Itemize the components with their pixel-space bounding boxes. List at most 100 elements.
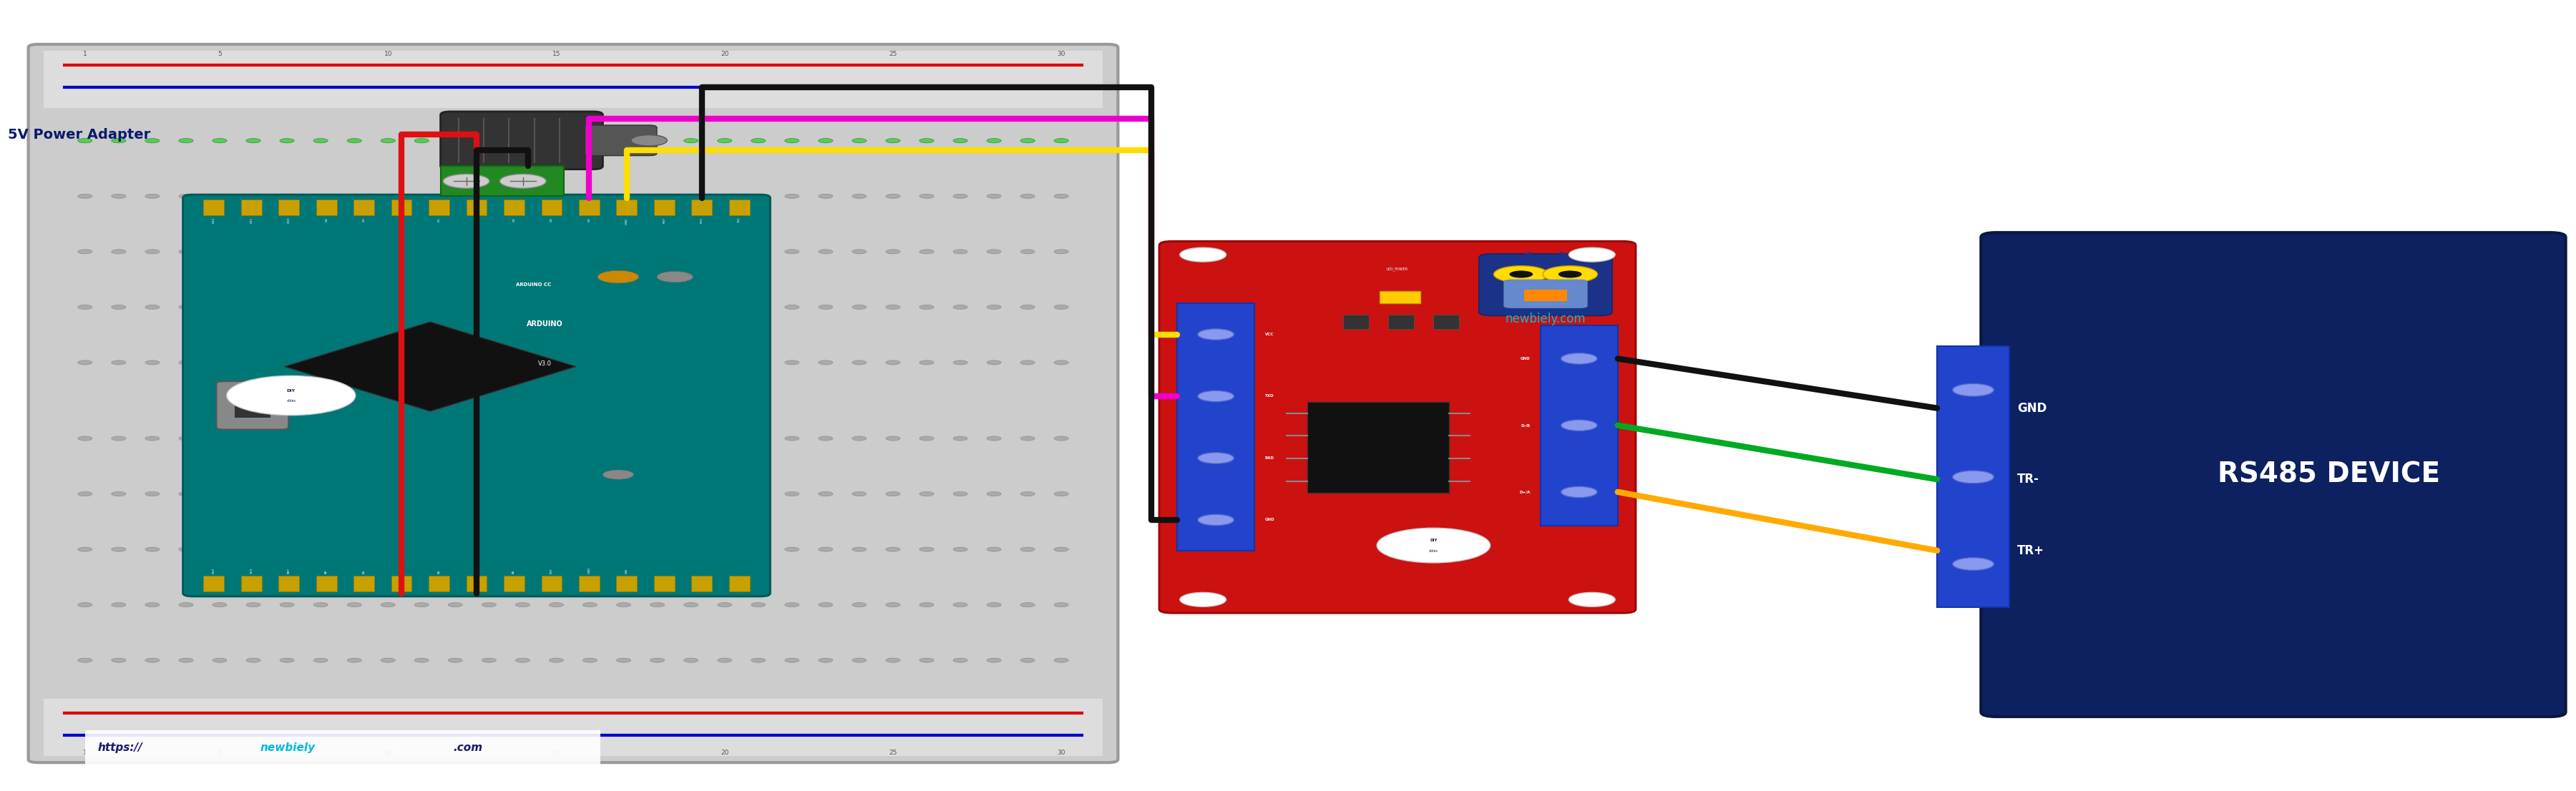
Circle shape: [281, 547, 294, 551]
Circle shape: [314, 138, 327, 143]
Text: D9: D9: [325, 218, 327, 221]
Circle shape: [649, 547, 665, 551]
Circle shape: [144, 305, 160, 309]
Circle shape: [719, 138, 732, 143]
Circle shape: [77, 492, 93, 496]
Circle shape: [549, 436, 564, 441]
Circle shape: [987, 492, 1002, 496]
Circle shape: [448, 138, 464, 143]
Circle shape: [314, 436, 327, 441]
Circle shape: [1020, 658, 1036, 663]
Text: TXD: TXD: [1265, 395, 1273, 398]
Circle shape: [247, 492, 260, 496]
Text: RST: RST: [662, 218, 665, 223]
Circle shape: [144, 492, 160, 496]
Bar: [1540, 325, 1618, 525]
Text: 20: 20: [721, 750, 729, 756]
Bar: [353, 576, 374, 592]
Circle shape: [144, 436, 160, 441]
Text: newbiely: newbiely: [260, 742, 314, 753]
Bar: [654, 576, 675, 592]
Circle shape: [598, 271, 639, 283]
Circle shape: [549, 305, 564, 309]
Circle shape: [920, 194, 935, 199]
FancyBboxPatch shape: [1159, 241, 1636, 613]
Circle shape: [582, 138, 598, 143]
Text: A3: A3: [438, 570, 440, 573]
Circle shape: [603, 470, 634, 479]
Circle shape: [649, 492, 665, 496]
Bar: [428, 576, 448, 592]
Circle shape: [1020, 547, 1036, 551]
Circle shape: [348, 305, 361, 309]
Circle shape: [886, 305, 899, 309]
Circle shape: [886, 138, 899, 143]
Circle shape: [415, 138, 428, 143]
Circle shape: [515, 658, 531, 663]
Circle shape: [381, 138, 394, 143]
Circle shape: [448, 658, 464, 663]
Bar: [690, 576, 711, 592]
Text: newbiely.com: newbiely.com: [1504, 313, 1587, 326]
Circle shape: [1180, 248, 1226, 262]
Circle shape: [649, 603, 665, 607]
Text: D11: D11: [250, 218, 252, 223]
Circle shape: [415, 138, 428, 143]
Circle shape: [853, 305, 866, 309]
Bar: [204, 576, 224, 592]
Bar: [353, 199, 374, 215]
Circle shape: [752, 138, 765, 143]
Bar: [541, 576, 562, 592]
Circle shape: [752, 603, 765, 607]
Bar: [1381, 291, 1422, 304]
Text: GND: GND: [1265, 518, 1275, 522]
Circle shape: [1054, 249, 1069, 254]
Circle shape: [211, 658, 227, 663]
Bar: [440, 166, 564, 196]
Text: RXD: RXD: [1265, 456, 1275, 460]
Bar: [1345, 315, 1370, 329]
Circle shape: [1020, 436, 1036, 441]
Circle shape: [582, 658, 598, 663]
Circle shape: [987, 194, 1002, 199]
Bar: [729, 199, 750, 215]
Bar: [204, 199, 224, 215]
Circle shape: [819, 436, 832, 441]
Circle shape: [415, 603, 428, 607]
Circle shape: [683, 436, 698, 441]
Circle shape: [111, 138, 126, 143]
Circle shape: [649, 658, 665, 663]
Circle shape: [853, 194, 866, 199]
Text: ables: ables: [1430, 549, 1437, 553]
Circle shape: [886, 194, 899, 199]
Circle shape: [752, 547, 765, 551]
Circle shape: [920, 361, 935, 365]
Circle shape: [482, 547, 497, 551]
Circle shape: [482, 603, 497, 607]
Circle shape: [649, 305, 665, 309]
Text: GND: GND: [2017, 402, 2045, 414]
Circle shape: [920, 249, 935, 254]
Circle shape: [211, 138, 227, 143]
Circle shape: [683, 194, 698, 199]
Circle shape: [448, 492, 464, 496]
Circle shape: [953, 547, 969, 551]
Circle shape: [616, 138, 631, 143]
FancyBboxPatch shape: [1479, 254, 1613, 316]
Circle shape: [448, 603, 464, 607]
Circle shape: [582, 138, 598, 143]
Bar: [1432, 315, 1458, 329]
Circle shape: [719, 194, 732, 199]
Circle shape: [281, 436, 294, 441]
Circle shape: [616, 547, 631, 551]
Circle shape: [348, 603, 361, 607]
Circle shape: [1198, 514, 1234, 525]
Circle shape: [415, 658, 428, 663]
Circle shape: [1561, 486, 1597, 498]
Circle shape: [786, 547, 799, 551]
Text: 15: 15: [551, 51, 562, 57]
Circle shape: [616, 658, 631, 663]
Circle shape: [683, 305, 698, 309]
Circle shape: [111, 194, 126, 199]
Circle shape: [381, 305, 394, 309]
